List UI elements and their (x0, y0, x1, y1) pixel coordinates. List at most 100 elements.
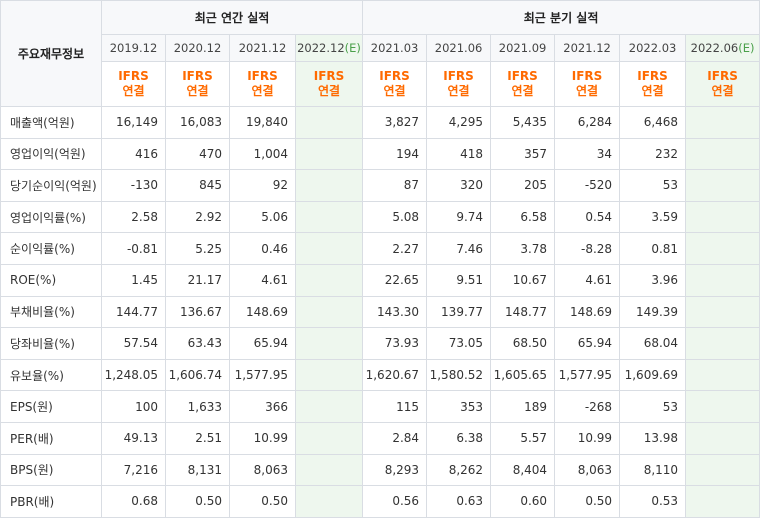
table-cell (685, 200, 761, 234)
table-cell: 149.39 (619, 295, 687, 329)
table-cell: 49.13 (101, 421, 166, 455)
period-header-quarter-1: 2021.06 (426, 34, 492, 62)
table-cell: 148.69 (554, 295, 621, 329)
table-cell: 357 (490, 137, 556, 171)
table-cell: 148.69 (229, 295, 296, 329)
table-cell: 2.51 (165, 421, 230, 455)
table-cell: 10.99 (554, 421, 621, 455)
table-cell: 16,083 (165, 106, 230, 139)
consolidated-label: 연결 (641, 84, 664, 98)
table-cell: 5,435 (490, 106, 556, 139)
table-cell (685, 453, 761, 487)
table-cell: 1,620.67 (362, 358, 428, 392)
ifrs-label: IFRS (571, 69, 603, 83)
period-label: 2019.12 (109, 41, 158, 55)
table-cell: 19,840 (229, 106, 296, 139)
table-cell: 0.81 (619, 232, 687, 265)
table-cell: 9.51 (426, 263, 492, 297)
table-cell: 8,262 (426, 453, 492, 487)
consolidated-label: 연결 (447, 84, 470, 98)
table-cell: 73.93 (362, 327, 428, 360)
table-cell (685, 421, 761, 455)
table-cell: 189 (490, 390, 556, 423)
ifrs-header-quarter-1: IFRS 연결 (426, 61, 492, 107)
ifrs-label: IFRS (707, 69, 738, 83)
table-cell: -0.81 (101, 232, 166, 265)
table-cell (685, 232, 761, 265)
table-cell: 7,216 (101, 453, 166, 487)
table-cell (685, 106, 761, 139)
period-label: 2020.12 (173, 41, 222, 55)
consolidated-label: 연결 (576, 84, 599, 98)
period-header-quarter-5: 2022.06(E) (685, 34, 761, 62)
table-cell: 2.92 (165, 200, 230, 234)
row-label: 당좌비율(%) (0, 327, 102, 360)
table-cell: 470 (165, 137, 230, 171)
ifrs-header-row: IFRS 연결 IFRS 연결 IFRS 연결 IFRS 연결 IFRS 연결 IFRS 연결 IFRS… (1, 61, 761, 107)
table-cell: 0.50 (229, 485, 296, 518)
ifrs-label: IFRS (379, 69, 410, 83)
period-header-quarter-2: 2021.09 (490, 34, 556, 62)
table-cell: 8,131 (165, 453, 230, 487)
row-label: 당기순이익(억원) (0, 169, 102, 202)
table-row: 영업이익률(%) 2.58 2.92 5.06 5.08 9.74 6.58 0.54 3.59 (0, 200, 761, 234)
ifrs-label: IFRS (247, 69, 278, 83)
table-cell: 366 (229, 390, 296, 423)
period-header-annual-3: 2022.12(E) (294, 34, 364, 62)
table-cell: 8,063 (229, 453, 296, 487)
table-cell (685, 358, 761, 392)
table-cell: 34 (554, 137, 621, 171)
table-cell (294, 106, 364, 139)
table-cell (685, 390, 761, 423)
table-cell: 8,063 (554, 453, 621, 487)
ifrs-header-annual-1: IFRS 연결 (165, 61, 230, 107)
table-cell: 65.94 (554, 327, 621, 360)
table-cell (294, 137, 364, 171)
table-cell: 13.98 (619, 421, 687, 455)
table-cell: 5.06 (229, 200, 296, 234)
table-row: 순이익률(%) -0.81 5.25 0.46 2.27 7.46 3.78 -8.28 0.8… (0, 232, 761, 265)
table-row: 영업이익(억원) 416 470 1,004 194 418 357 34 232 (0, 137, 761, 171)
table-cell (685, 327, 761, 360)
table-cell: 8,110 (619, 453, 687, 487)
row-label-header: 주요재무정보 (0, 0, 102, 107)
table-cell: 6.38 (426, 421, 492, 455)
table-cell (294, 453, 364, 487)
table-cell: 65.94 (229, 327, 296, 360)
table-cell: 353 (426, 390, 492, 423)
table-cell: 8,293 (362, 453, 428, 487)
row-label: ROE(%) (0, 263, 102, 297)
table-cell (294, 200, 364, 234)
table-cell: 53 (619, 169, 687, 202)
consolidated-label: 연결 (511, 84, 534, 98)
table-cell (294, 295, 364, 329)
table-cell (294, 263, 364, 297)
table-cell: 5.25 (165, 232, 230, 265)
table-cell: 4,295 (426, 106, 492, 139)
table-cell: 418 (426, 137, 492, 171)
period-label: 2022.12 (297, 41, 345, 55)
table-cell (294, 485, 364, 518)
ifrs-header-quarter-3: IFRS 연결 (554, 61, 621, 107)
table-cell: 68.50 (490, 327, 556, 360)
row-label: 매출액(억원) (0, 106, 102, 139)
consolidated-label: 연결 (251, 84, 274, 98)
table-row: PER(배) 49.13 2.51 10.99 2.84 6.38 5.57 10.99 13.… (0, 421, 761, 455)
estimate-marker: (E) (738, 41, 755, 55)
table-row: EPS(원) 100 1,633 366 115 353 189 -268 53 (0, 390, 761, 423)
table-cell: -520 (554, 169, 621, 202)
annual-group-header: 최근 연간 실적 (100, 0, 364, 35)
period-header-quarter-3: 2021.12 (554, 34, 621, 62)
row-label: 영업이익(억원) (0, 137, 102, 171)
table-cell (685, 295, 761, 329)
table-cell: 1.45 (101, 263, 166, 297)
ifrs-label: IFRS (507, 69, 538, 83)
table-cell: 68.04 (619, 327, 687, 360)
row-label: BPS(원) (0, 453, 102, 487)
table-row: PBR(배) 0.68 0.50 0.50 0.56 0.63 0.60 0.50 0.53 (0, 485, 761, 518)
table-cell: 1,633 (165, 390, 230, 423)
table-cell: 136.67 (165, 295, 230, 329)
table-cell: 0.56 (362, 485, 428, 518)
table-cell: 7.46 (426, 232, 492, 265)
